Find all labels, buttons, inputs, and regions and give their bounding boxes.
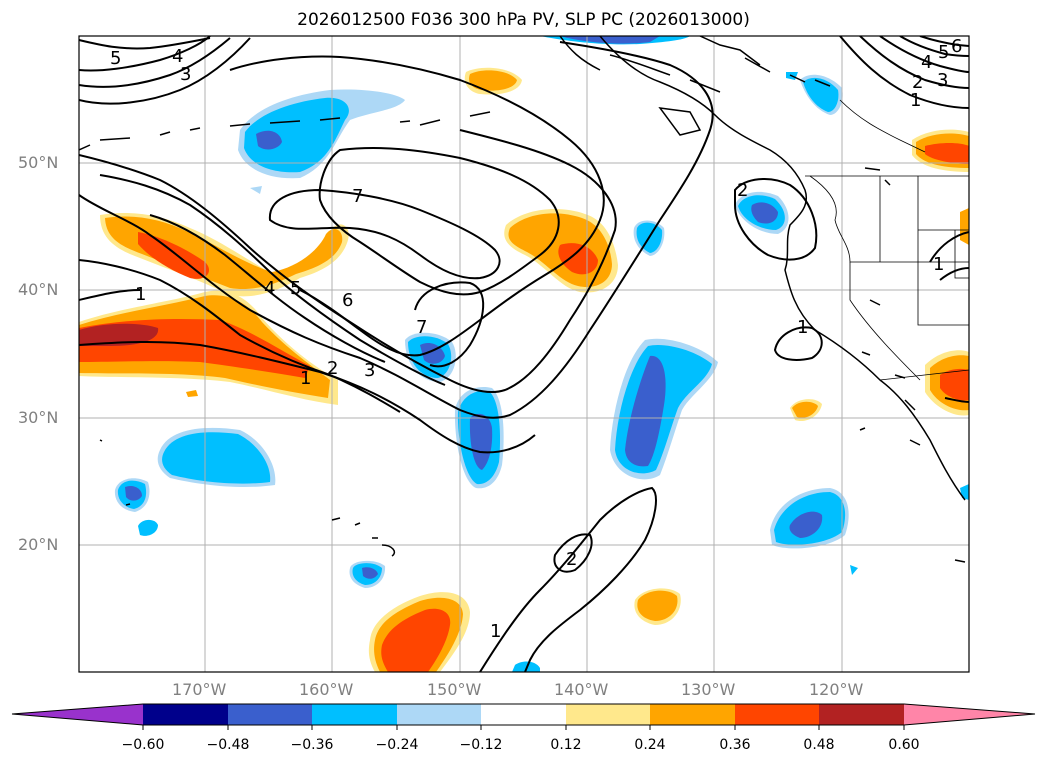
colorbar-segment [650,704,735,725]
colorbar-segment [312,704,397,725]
colorbar-segment [735,704,819,725]
slp-contours [79,36,969,672]
contour-label: 5 [290,278,301,299]
contour-label: 1 [490,621,501,642]
contour-label: 2 [566,549,577,570]
political-borders [805,99,969,381]
contour-label: 3 [364,360,375,381]
lon-label: 160°W [299,680,354,699]
colorbar-segment [819,704,904,725]
graticule [79,36,969,672]
colorbar-segment [143,704,228,725]
colorbar-tick-label: −0.48 [206,737,250,753]
lon-label: 130°W [681,680,736,699]
colorbar-tick-label: 0.48 [803,737,835,753]
colorbar-tick-label: −0.60 [121,737,165,753]
contour-label: 6 [951,36,962,57]
contour-label: 4 [172,46,183,67]
colorbar-tick-label: 0.36 [719,737,751,753]
contour-label: 2 [912,72,923,93]
contour-label: 2 [737,180,748,201]
lon-label: 170°W [172,680,227,699]
map-title: 2026012500 F036 300 hPa PV, SLP PC (2026… [297,10,750,30]
contour-label: 3 [937,70,948,91]
contour-label: 6 [342,290,353,311]
contour-label: 4 [264,278,275,299]
map-frame [78,35,970,673]
colorbar-tick-label: 0.12 [550,737,582,753]
colorbar-segment [228,704,312,725]
contour-label: 7 [352,186,363,207]
lon-label: 150°W [427,680,482,699]
lon-label: 140°W [554,680,609,699]
lat-label: 50°N [18,153,59,172]
colorbar-tick-label: 0.60 [888,737,920,753]
colorbar-segment [566,704,650,725]
contour-label: 1 [135,284,146,305]
contour-label: 3 [180,64,191,85]
contour-label: 5 [110,48,121,69]
colorbar-tick-label: −0.36 [290,737,334,753]
colorbar-tick-label: −0.12 [459,737,503,753]
lat-label: 30°N [18,408,59,427]
colorbar-segment [397,704,481,725]
contour-label: 1 [910,90,921,111]
coastlines [79,36,966,563]
contour-label: 1 [933,254,944,275]
contour-label: 7 [416,317,427,338]
contour-label: 5 [938,42,949,63]
lat-label: 40°N [18,280,59,299]
pv-negative-shading [114,36,969,672]
colorbar-tick-label: 0.24 [634,737,666,753]
contour-label: 1 [797,317,808,338]
colorbar-segment [481,704,566,725]
contour-label: 4 [921,52,932,73]
contour-label: 1 [300,368,311,389]
contour-labels: 5 4 3 7 1 4 5 6 7 1 2 3 2 1 2 1 4 5 6 2 … [110,36,962,642]
colorbar-tick-label: −0.24 [375,737,419,753]
colorbar-extend-low [12,704,143,725]
colorbar [11,703,1036,730]
colorbar-extend-high [904,704,1035,725]
lon-label: 120°W [809,680,864,699]
contour-label: 2 [327,358,338,379]
lat-label: 20°N [18,535,59,554]
